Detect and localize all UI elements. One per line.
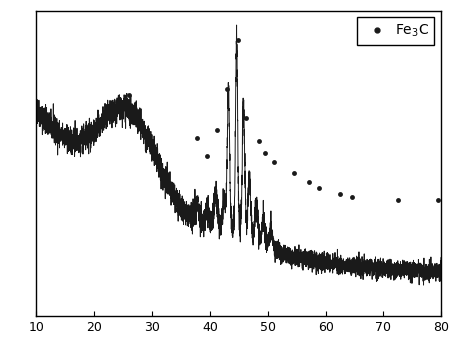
Legend: Fe$_3$C: Fe$_3$C (357, 18, 435, 45)
